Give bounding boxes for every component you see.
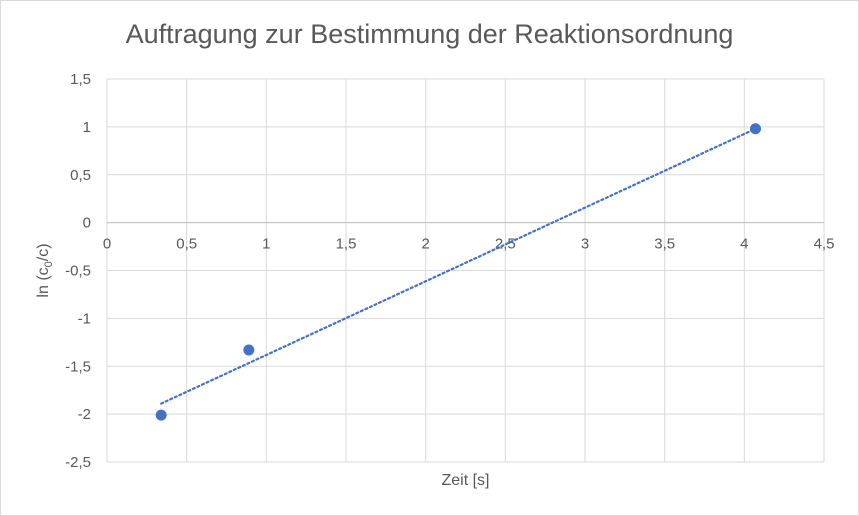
y-tick-label: 0,5 [70, 167, 91, 184]
x-tick-label: 3,5 [654, 236, 675, 253]
y-axis-label-subscript: 0 [43, 261, 55, 267]
x-tick-label: 3 [581, 236, 589, 253]
data-point [749, 123, 761, 135]
chart-title: Auftragung zur Bestimmung der Reaktionso… [125, 19, 734, 49]
x-tick-label: 4,5 [814, 236, 835, 253]
x-tick-label: 1 [262, 236, 270, 253]
y-tick-label: 0 [83, 215, 91, 232]
y-tick-labels: 1,5 1 0,5 0 -0,5 -1 -1,5 -2 -2,5 [65, 71, 91, 471]
x-axis-label: Zeit [s] [441, 472, 489, 489]
y-tick-label: 1,5 [70, 71, 91, 88]
y-tick-label: -1,5 [65, 358, 91, 375]
x-tick-label: 4 [740, 236, 748, 253]
horizontal-gridlines [107, 78, 824, 463]
y-tick-label: 1 [83, 119, 91, 136]
x-tick-label: 0 [103, 236, 111, 253]
y-tick-label: -1 [78, 310, 91, 327]
y-tick-label: -2,5 [65, 454, 91, 471]
y-axis-label: ln (c0/c) [35, 243, 55, 297]
data-points [155, 123, 761, 421]
linear-trendline [160, 127, 757, 405]
y-tick-label: -0,5 [65, 263, 91, 280]
x-tick-labels: 00,511,522,533,544,5 [103, 236, 835, 253]
data-point [243, 344, 255, 356]
x-tick-label: 1,5 [336, 236, 357, 253]
x-tick-label: 2 [421, 236, 429, 253]
y-axis-label-part: /c) [35, 243, 52, 261]
x-tick-label: 0,5 [176, 236, 197, 253]
y-axis-label-part: ln (c [35, 267, 52, 297]
y-tick-label: -2 [78, 406, 91, 423]
data-point [155, 409, 167, 421]
